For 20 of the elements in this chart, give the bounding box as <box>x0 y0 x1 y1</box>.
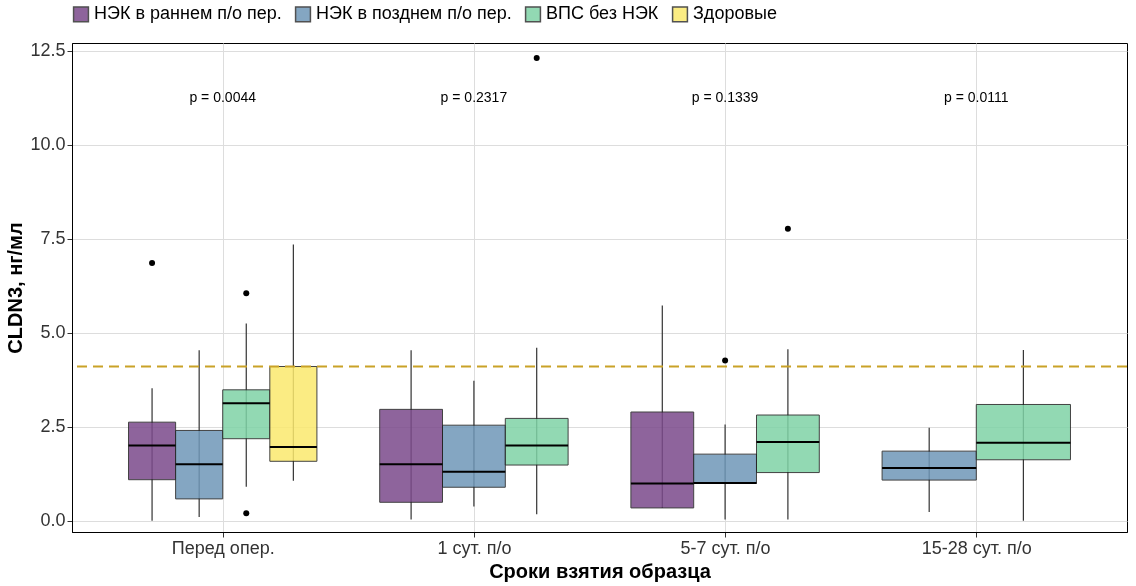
y-tick-label: 12.5 <box>30 40 66 61</box>
x-tick-label: 15-28 сут. п/о <box>921 537 1032 558</box>
annotation: p = 0.0111 <box>944 89 1009 105</box>
x-axis-title: Сроки взятия образца <box>489 559 712 582</box>
x-tick-label: 5-7 сут. п/о <box>680 537 771 558</box>
legend-label: НЭК в позднем п/о пер. <box>316 3 512 24</box>
annotation: p = 0.2317 <box>440 89 508 105</box>
y-tick-label: 2.5 <box>40 416 66 437</box>
y-tick-label: 5.0 <box>40 322 66 343</box>
y-tick-label: 10.0 <box>30 134 66 155</box>
annotation: p = 0.0044 <box>189 89 257 105</box>
legend-label: Здоровые <box>693 3 777 24</box>
x-tick-label: Перед опер. <box>171 537 275 558</box>
y-tick-label: 0.0 <box>40 510 66 531</box>
y-tick-label: 7.5 <box>40 228 66 249</box>
y-axis-title: CLDN3, нг/мл <box>4 222 27 354</box>
x-tick-label: 1 сут. п/о <box>437 537 512 558</box>
annotation: p = 0.1339 <box>691 89 759 105</box>
legend-label: ВПС без НЭК <box>546 3 659 24</box>
legend-label: НЭК в раннем п/о пер. <box>94 3 282 24</box>
